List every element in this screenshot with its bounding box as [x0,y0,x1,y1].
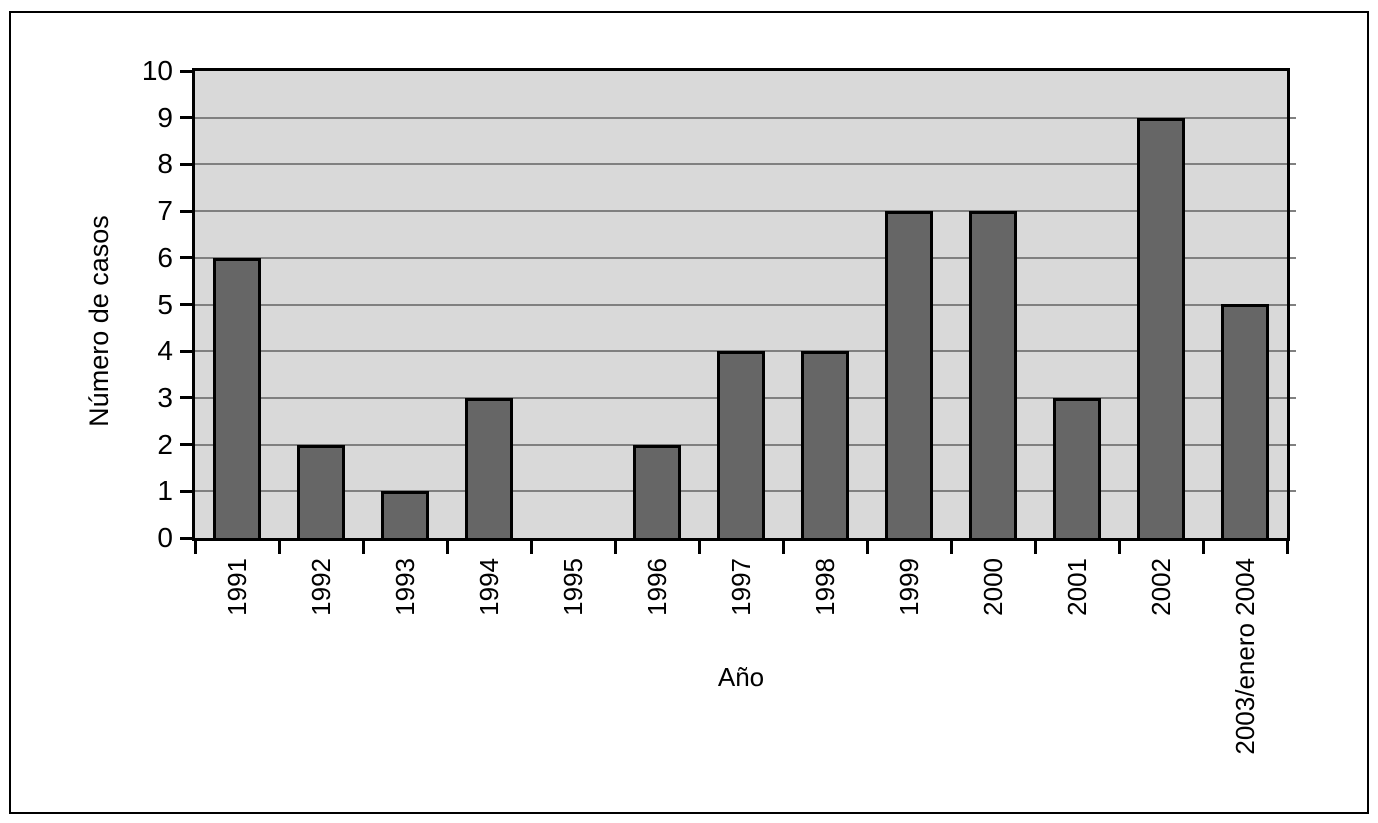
y-tick-label-2: 2 [157,428,173,460]
x-tick-8 [865,541,869,554]
gridline-6 [195,256,1296,259]
gridline-9 [195,116,1296,119]
x-tick-10 [1033,541,1037,554]
bar-2002 [1137,118,1185,538]
x-tick-7 [781,541,785,554]
gridline-7 [195,210,1296,213]
bar-1993 [381,491,429,538]
x-tick-label-1998: 1998 [810,558,840,616]
bar-1996 [633,445,681,538]
x-tick-label-1993: 1993 [390,558,420,616]
x-tick-12 [1201,541,1205,554]
bar-1992 [297,445,345,538]
y-tick-2 [180,443,192,447]
bar-2000 [969,211,1017,538]
x-tick-9 [949,541,953,554]
y-tick-8 [180,162,192,166]
x-tick-3 [445,541,449,554]
y-tick-6 [180,256,192,260]
y-tick-label-7: 7 [157,195,173,227]
x-tick-label-1991: 1991 [222,558,252,616]
bar-1991 [213,258,261,538]
bar-1994 [465,398,513,538]
bar-1997 [717,351,765,538]
y-tick-7 [180,209,192,213]
y-tick-label-4: 4 [157,335,173,367]
x-tick-label-1997: 1997 [726,558,756,616]
bar-1998 [801,351,849,538]
x-tick-4 [529,541,533,554]
x-tick-label-1999: 1999 [894,558,924,616]
y-tick-label-6: 6 [157,241,173,273]
y-tick-label-10: 10 [141,55,173,86]
plot-area: 0 1 2 3 4 5 6 7 8 9 10 1991 1992 1993 1994 1995 1996 199… [142,56,1296,755]
y-tick-label-1: 1 [157,475,173,507]
y-tick-3 [180,396,192,400]
y-tick-4 [180,349,192,353]
x-tick-label-2002: 2002 [1146,558,1176,616]
x-tick-6 [697,541,701,554]
bar-1999 [885,211,933,538]
bar-2003-enero-2004 [1221,304,1269,538]
x-tick-11 [1117,541,1121,554]
x-tick-label-1994: 1994 [474,558,504,616]
y-tick-9 [180,116,192,120]
gridline-5 [195,303,1296,306]
y-tick-0 [180,536,192,540]
x-tick-label-2003-enero-2004: 2003/enero 2004 [1230,558,1260,755]
x-tick-5 [613,541,617,554]
x-tick-0 [193,541,197,554]
bar-2001 [1053,398,1101,538]
y-tick-1 [180,489,192,493]
y-tick-label-5: 5 [157,288,173,320]
gridline-8 [195,163,1296,166]
x-tick-label-1992: 1992 [306,558,336,616]
x-tick-1 [277,541,281,554]
y-tick-label-3: 3 [157,381,173,413]
y-tick-label-9: 9 [157,101,173,133]
x-tick-label-1996: 1996 [642,558,672,616]
x-tick-label-2001: 2001 [1062,558,1092,616]
x-tick-label-2000: 2000 [978,558,1008,616]
x-tick-label-1995: 1995 [558,558,588,616]
x-tick-2 [361,541,365,554]
x-tick-13 [1285,541,1289,554]
y-tick-label-0: 0 [157,522,173,553]
y-tick-10 [180,69,192,73]
y-tick-5 [180,303,192,306]
y-tick-label-8: 8 [157,148,173,180]
x-axis-title: Año [717,662,765,692]
